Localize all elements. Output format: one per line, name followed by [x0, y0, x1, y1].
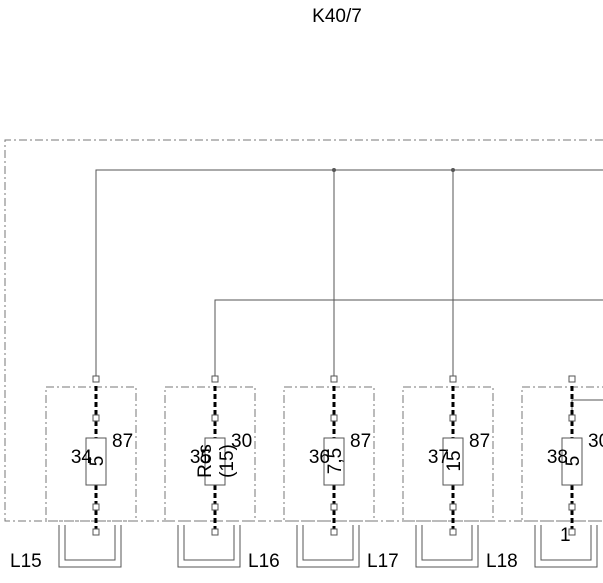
terminal [330, 528, 338, 536]
terminal-label: 30 [231, 431, 252, 452]
fuse [561, 437, 583, 486]
fuse [323, 437, 345, 486]
frame [4, 139, 603, 522]
pin-label: 1 [560, 525, 571, 546]
connector [296, 525, 360, 568]
terminal [449, 375, 457, 383]
connector [58, 525, 122, 568]
fuse-rating: 15 [444, 450, 465, 471]
terminal [211, 375, 219, 383]
junction [332, 168, 336, 172]
feed-line [571, 399, 603, 415]
terminal [211, 528, 219, 536]
fuse-number: 36 [309, 447, 330, 468]
terminal-label: 87 [469, 431, 490, 452]
connector-label: L15 [10, 551, 42, 572]
terminal [330, 414, 338, 422]
terminal [449, 414, 457, 422]
terminal-label: 30 [588, 431, 603, 452]
fuse-number: 37 [428, 447, 449, 468]
connector-label: L17 [367, 551, 399, 572]
fuse-number: 34 [71, 447, 93, 468]
terminal-label: 87 [112, 431, 133, 452]
junction [451, 168, 455, 172]
connector-label: L16 [248, 551, 280, 572]
connector [534, 525, 598, 568]
title: K40/7 [312, 6, 362, 27]
connector [415, 525, 479, 568]
terminal [92, 375, 100, 383]
fuse-number: 35 [190, 447, 211, 468]
terminal [92, 414, 100, 422]
fuse-box [521, 386, 603, 522]
fuse [85, 437, 107, 486]
fuse-rating: 7,5 [325, 448, 346, 474]
terminal [92, 503, 100, 511]
fuse-number: 38 [547, 447, 568, 468]
fuse [204, 437, 226, 486]
terminal [449, 503, 457, 511]
bus-drop [333, 170, 454, 380]
fuse-box [402, 386, 494, 522]
fuse-rating: Res [195, 444, 216, 478]
terminal [568, 375, 576, 383]
fuse-rating: 5 [87, 456, 108, 467]
terminal [568, 503, 576, 511]
bus-line [95, 169, 603, 380]
terminal [568, 528, 576, 536]
terminal-label: 87 [350, 431, 371, 452]
terminal [211, 503, 219, 511]
terminal [211, 414, 219, 422]
fuse-rating: (15) [217, 444, 238, 478]
connector [177, 525, 241, 568]
fuse-box [283, 386, 375, 522]
terminal [449, 528, 457, 536]
terminal [330, 503, 338, 511]
terminal [330, 375, 338, 383]
fuse-box [45, 386, 137, 522]
terminal [568, 414, 576, 422]
terminal [92, 528, 100, 536]
feed-line [214, 299, 603, 380]
fuse [442, 437, 464, 486]
connector-label: L18 [486, 551, 518, 572]
fuse-box [164, 386, 256, 522]
fuse-rating: 5 [563, 456, 584, 467]
